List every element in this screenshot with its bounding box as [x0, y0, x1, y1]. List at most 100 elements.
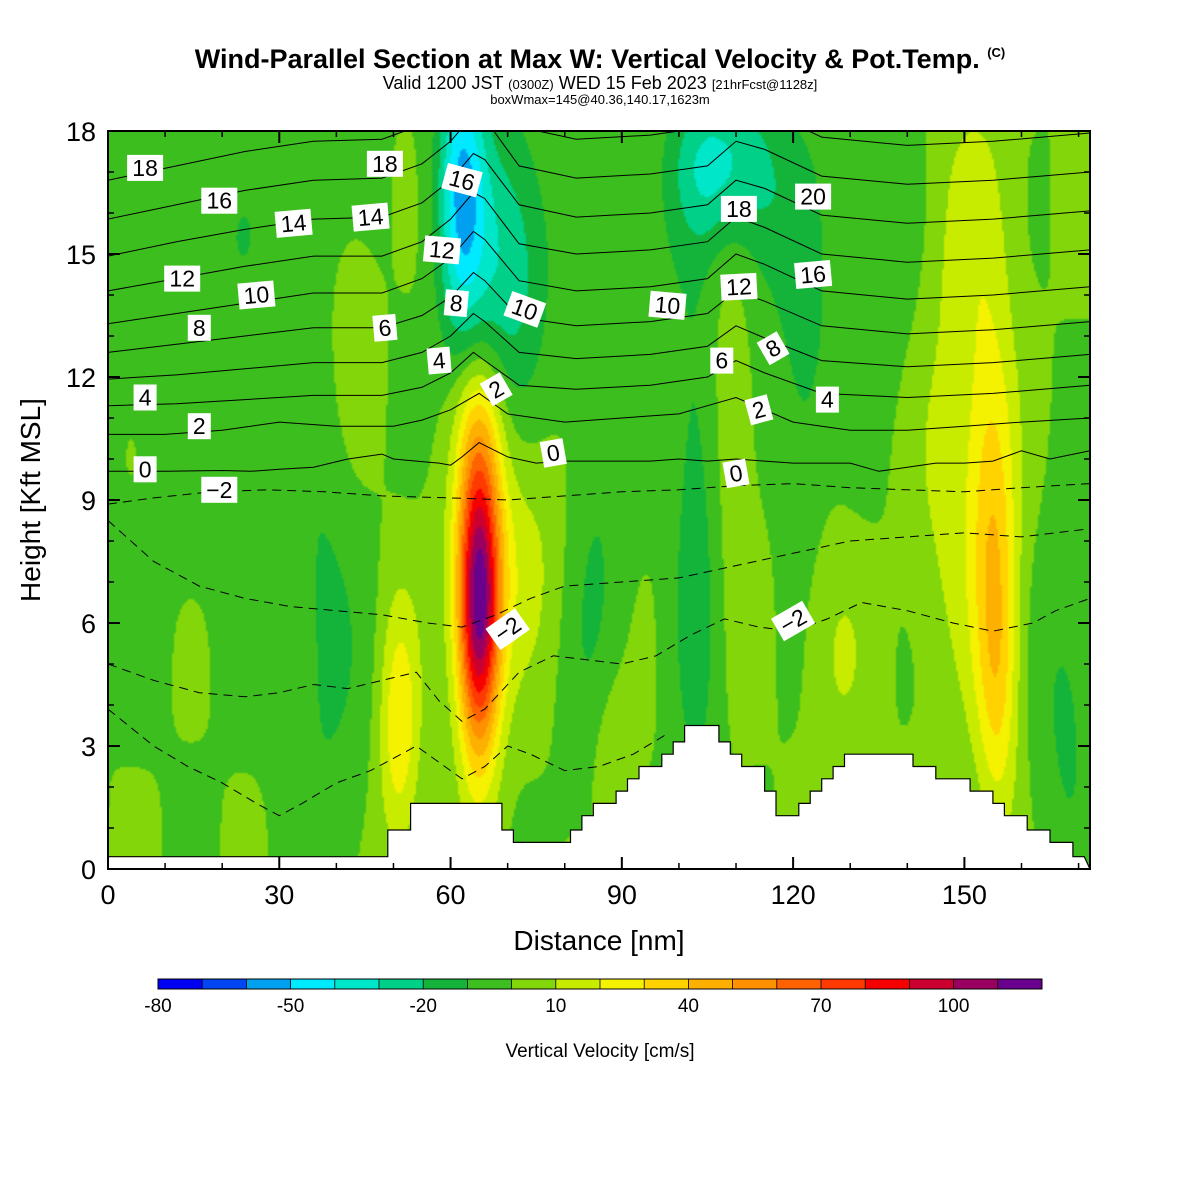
y-axis-label: Height [Kft MSL] — [15, 398, 46, 602]
colorbar-swatch — [644, 979, 689, 989]
contour-label: 0 — [133, 456, 157, 483]
contour-label-box — [720, 195, 757, 222]
contour-label: 8 — [187, 314, 211, 341]
contour-label: 0 — [722, 458, 750, 489]
contour-label: 12 — [720, 272, 758, 301]
contour-label: 6 — [372, 313, 398, 342]
y-tick-label: 6 — [81, 609, 96, 639]
colorbar-tick-label: 40 — [678, 996, 699, 1017]
x-tick-label: 60 — [436, 880, 466, 910]
contour-label: 2 — [187, 413, 211, 440]
contour-label-text: 8 — [449, 290, 464, 317]
contour-label: 0 — [539, 438, 567, 468]
contour-label: 16 — [201, 187, 238, 214]
x-tick-label: 30 — [264, 880, 294, 910]
theta-contour-line — [108, 708, 668, 817]
contour-label-box — [479, 372, 513, 407]
contour-label-text: 4 — [821, 387, 834, 413]
contour-label-box — [720, 272, 758, 301]
colorbar-swatch — [202, 979, 247, 989]
contour-label-box — [201, 187, 238, 214]
x-tick-label: 150 — [942, 880, 987, 910]
contour-label-box — [443, 289, 469, 318]
contour-label-box — [794, 259, 833, 290]
colorbar-swatch — [158, 979, 203, 989]
contour-label-box — [744, 394, 774, 426]
theta-contour-line — [108, 152, 1090, 257]
contour-label-text: 10 — [243, 281, 271, 309]
contour-label: 4 — [133, 384, 157, 411]
contour-label-box — [539, 438, 567, 468]
contour-label-box — [237, 280, 276, 310]
contour-label-box — [795, 183, 832, 210]
contour-label-box — [422, 235, 462, 265]
contour-label: 4 — [426, 346, 452, 375]
title-main: Wind-Parallel Section at Max W: Vertical… — [194, 44, 980, 74]
contour-label: 10 — [237, 280, 276, 310]
vertical-velocity-field — [108, 131, 1090, 869]
colorbar-swatch — [776, 979, 822, 989]
colorbar-swatch — [865, 979, 910, 989]
contour-label-text: 2 — [193, 413, 206, 439]
contour-label-text: 0 — [727, 459, 744, 487]
contour-label-box — [274, 208, 313, 238]
colorbar: -80 -50 -20 10 40 70 100 — [144, 978, 1043, 1017]
contour-label-text: 12 — [428, 236, 456, 264]
contour-label-box — [127, 154, 164, 181]
terrain-mask — [107, 724, 1091, 870]
valid-time-line: Valid 1200 JST (0300Z) WED 15 Feb 2023 [… — [0, 73, 1200, 95]
contour-label-text: 4 — [432, 347, 447, 374]
contour-label: 18 — [127, 154, 164, 181]
contour-label: 20 — [795, 183, 832, 210]
x-tick-label: 90 — [607, 880, 637, 910]
valid-utc: (0300Z) — [508, 77, 554, 92]
contour-label: 6 — [710, 347, 734, 374]
contour-label-text: 6 — [377, 314, 392, 341]
colorbar-swatch — [600, 979, 645, 989]
contour-label: 14 — [274, 208, 313, 238]
contour-label-text: 16 — [207, 188, 233, 214]
contour-label-box — [648, 290, 687, 320]
contour-label-box — [351, 202, 390, 232]
contour-label-text: 16 — [799, 260, 827, 288]
contour-label-box — [366, 150, 403, 177]
colorbar-tick-label: -80 — [144, 996, 171, 1017]
chart-title: Wind-Parallel Section at Max W: Vertical… — [0, 44, 1200, 75]
contour-label-text: 0 — [545, 439, 562, 467]
contour-label-box — [441, 162, 483, 198]
colorbar-swatch — [688, 979, 734, 989]
theta-contour-line — [108, 520, 1090, 628]
theta-contour-line — [108, 131, 1090, 181]
contour-label-box — [771, 600, 816, 642]
colorbar-tick-label: 100 — [938, 996, 970, 1017]
contour-label-box — [722, 458, 750, 489]
contour-label: −2 — [201, 476, 238, 503]
theta-contour-line — [108, 392, 1090, 435]
colorbar-label: Vertical Velocity [cm/s] — [505, 1041, 694, 1062]
colorbar-swatch — [511, 979, 557, 989]
contour-label: 10 — [648, 290, 687, 320]
contour-label-box — [756, 331, 790, 366]
colorbar-swatch — [379, 979, 424, 989]
colorbar-swatch — [555, 979, 601, 989]
contour-label-box — [426, 346, 452, 375]
contour-label-box — [201, 476, 238, 503]
contour-label-box — [372, 313, 398, 342]
contour-label-text: −2 — [206, 477, 232, 503]
contour-label-box — [164, 265, 201, 292]
contour-label-text: 18 — [372, 151, 398, 177]
colorbar-tick-label: -50 — [277, 996, 304, 1017]
contour-label: 2 — [744, 394, 774, 426]
contour-label: 4 — [815, 386, 839, 413]
contour-label: 12 — [164, 265, 201, 292]
y-tick-label: 3 — [81, 732, 96, 762]
contour-label: 14 — [351, 202, 390, 232]
colorbar-swatch — [953, 979, 999, 989]
colorbar-swatch — [821, 979, 866, 989]
colorbar-swatch — [467, 979, 513, 989]
colorbar-tick-label: 70 — [810, 996, 831, 1017]
theta-contour-line — [108, 483, 1090, 505]
contour-label: 8 — [443, 289, 469, 318]
